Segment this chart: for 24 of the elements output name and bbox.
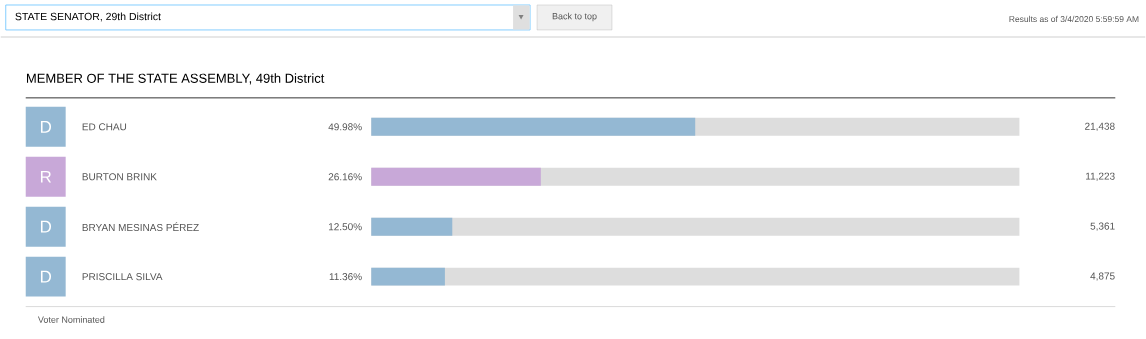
text: STATE SENATOR, 29th District <box>15 12 161 22</box>
bar <box>371 167 541 186</box>
bar <box>371 267 445 286</box>
text: Results as of 3/4/2020 5:59:59 AM <box>1009 16 1139 23</box>
y-tick-label: ED CHAU <box>82 123 127 131</box>
y-tick-label: BRYAN MESINAS PÉREZ <box>82 222 199 232</box>
text: D <box>40 271 52 283</box>
text: D <box>40 121 52 133</box>
text: 21,438 <box>1085 122 1115 132</box>
text: D <box>40 221 52 233</box>
text: MEMBER OF THE STATE ASSEMBLY, 49th District <box>26 73 325 85</box>
text: 5,361 <box>1090 222 1115 232</box>
y-tick-label: BURTON BRINK <box>82 173 157 181</box>
data-label: 12.50% <box>328 223 362 231</box>
text: Voter Nominated <box>37 316 105 324</box>
text: Back to top <box>552 13 597 22</box>
data-label: 49.98% <box>328 123 362 131</box>
data-label: 11.36% <box>329 273 362 281</box>
text: 11,223 <box>1086 172 1115 182</box>
data-label: 26.16% <box>328 173 362 181</box>
y-tick-label: PRISCILLA SILVA <box>82 273 163 281</box>
text: 4,875 <box>1090 272 1115 281</box>
text: R <box>40 171 52 183</box>
bar <box>371 217 453 236</box>
